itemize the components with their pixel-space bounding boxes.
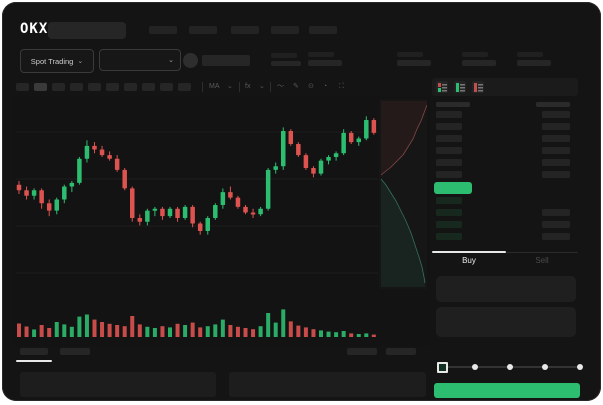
slider-stop-dot[interactable]	[472, 364, 478, 370]
stat-value-placeholder	[397, 60, 431, 66]
slider-stop-dot[interactable]	[577, 364, 583, 370]
bid-row-price-placeholder[interactable]	[436, 197, 462, 204]
clock-icon[interactable]: ◔	[323, 83, 328, 90]
nav-item-placeholder[interactable]	[309, 26, 337, 34]
wave-icon[interactable]: 〜	[277, 83, 284, 90]
ask-row-amount-placeholder[interactable]	[542, 135, 570, 142]
stat-label-placeholder	[397, 52, 423, 57]
bid-row-price-placeholder[interactable]	[436, 233, 462, 240]
search-input[interactable]	[48, 22, 126, 39]
ask-row-amount-placeholder[interactable]	[542, 111, 570, 118]
amount-input[interactable]	[436, 307, 576, 337]
change-placeholder	[271, 61, 301, 66]
ask-row-amount-placeholder[interactable]	[542, 159, 570, 166]
ask-row-price-placeholder[interactable]	[436, 111, 462, 118]
chevron-down-icon: ⌄	[77, 58, 84, 65]
bottom-tab-underline	[16, 360, 52, 362]
stat-value-placeholder	[462, 60, 496, 66]
orderbook-view-bids-icon[interactable]	[454, 81, 466, 93]
okx-logo: OKX	[20, 21, 49, 37]
timeframe-button[interactable]	[178, 83, 191, 91]
bid-row-price-placeholder[interactable]	[436, 221, 462, 228]
buy-tab-underline	[432, 251, 506, 253]
chevron-down-icon[interactable]: ⌄	[227, 83, 233, 90]
timeframe-button[interactable]	[124, 83, 137, 91]
orders-panel-placeholder	[20, 372, 216, 397]
ask-row-price-placeholder[interactable]	[436, 123, 462, 130]
bid-row-amount-placeholder[interactable]	[542, 221, 570, 228]
candle-chart[interactable]	[16, 102, 378, 340]
tab-sell[interactable]: Sell	[535, 256, 549, 265]
bid-row-amount-placeholder[interactable]	[542, 233, 570, 240]
buy-submit-button[interactable]	[434, 383, 580, 398]
toolbar-divider	[202, 82, 203, 92]
ask-row-amount-placeholder[interactable]	[542, 171, 570, 178]
indicator-ma-button[interactable]: MA	[209, 83, 220, 90]
stat-label-placeholder	[517, 52, 543, 57]
timeframe-button[interactable]	[106, 83, 119, 91]
nav-item-placeholder[interactable]	[271, 26, 299, 34]
camera-icon[interactable]: ⊙	[308, 83, 314, 90]
ask-row-price-placeholder[interactable]	[436, 171, 462, 178]
chevron-down-icon[interactable]: ⌄	[259, 83, 265, 90]
timeframe-button[interactable]	[52, 83, 65, 91]
toolbar-divider	[270, 82, 271, 92]
indicator-fx-button[interactable]: fx	[245, 83, 251, 90]
nav-item-placeholder[interactable]	[231, 26, 259, 34]
slider-handle[interactable]	[437, 362, 448, 373]
bottom-action-placeholder[interactable]	[386, 348, 416, 355]
timeframe-button[interactable]	[34, 83, 47, 91]
draw-icon[interactable]: ✎	[293, 83, 299, 90]
bottom-tab[interactable]	[60, 348, 90, 355]
market-type-selector[interactable]: Spot Trading ⌄	[20, 49, 94, 73]
orderbook-toolbar	[432, 78, 578, 96]
timeframe-button[interactable]	[88, 83, 101, 91]
timeframe-button[interactable]	[16, 83, 29, 91]
timeframe-button[interactable]	[70, 83, 83, 91]
chevron-down-icon: ⌄	[168, 57, 174, 64]
orderbook-header-price	[436, 102, 470, 107]
nav-item-placeholder[interactable]	[189, 26, 217, 34]
timeframe-button[interactable]	[142, 83, 155, 91]
fullscreen-icon[interactable]: ⛶	[339, 83, 344, 90]
chart-panel	[12, 96, 430, 346]
price-input[interactable]	[436, 276, 576, 302]
orderbook-header-amount	[536, 102, 570, 107]
depth-chart[interactable]	[379, 99, 427, 289]
coin-avatar	[183, 53, 198, 68]
stat-value-placeholder	[308, 60, 342, 66]
bid-row-price-placeholder[interactable]	[436, 209, 462, 216]
tab-buy[interactable]: Buy	[462, 256, 476, 265]
ask-row-price-placeholder[interactable]	[436, 159, 462, 166]
ask-row-price-placeholder[interactable]	[436, 147, 462, 154]
slider-stop-dot[interactable]	[507, 364, 513, 370]
bid-row-amount-placeholder[interactable]	[542, 209, 570, 216]
orderbook-view-combined-icon[interactable]	[436, 81, 448, 93]
price-placeholder	[271, 53, 297, 58]
orderbook-view-asks-icon[interactable]	[472, 81, 484, 93]
toolbar-divider	[239, 82, 240, 92]
market-type-label: Spot Trading	[30, 56, 74, 66]
timeframe-button[interactable]	[160, 83, 173, 91]
slider-stop-dot[interactable]	[542, 364, 548, 370]
ask-row-amount-placeholder[interactable]	[542, 123, 570, 130]
bottom-action-placeholder[interactable]	[347, 348, 377, 355]
orderbook-last-price[interactable]	[434, 182, 472, 194]
nav-item-placeholder[interactable]	[149, 26, 177, 34]
stat-label-placeholder	[462, 52, 488, 57]
pair-name-placeholder	[202, 55, 250, 66]
stat-label-placeholder	[308, 52, 334, 57]
app-window: OKX Spot Trading ⌄ ⌄ MA ⌄ fx ⌄ 〜 ✎ ⊙ ◔ ⛶	[2, 2, 601, 401]
stat-value-placeholder	[517, 60, 551, 66]
ask-row-amount-placeholder[interactable]	[542, 147, 570, 154]
pair-selector[interactable]: ⌄	[99, 49, 181, 71]
history-panel-placeholder	[229, 372, 426, 397]
bottom-tab-active[interactable]	[20, 348, 48, 355]
ask-row-price-placeholder[interactable]	[436, 135, 462, 142]
